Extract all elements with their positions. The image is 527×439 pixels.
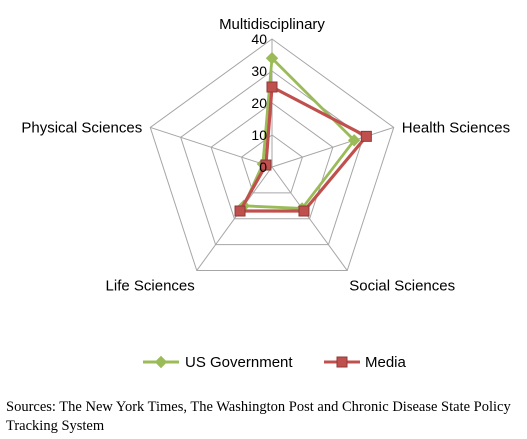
grid-spoke-1	[271, 126, 394, 168]
tick-label-40: 40	[251, 31, 267, 47]
point-media-3	[234, 205, 246, 217]
radial-ticks: 0 10 20 30 40	[251, 31, 267, 175]
tick-label-10: 10	[251, 127, 267, 143]
legend-item-media: Media	[324, 354, 407, 371]
category-labels: Multidisciplinary Health Sciences Social S…	[21, 16, 510, 295]
category-label-social-sciences: Social Sciences	[349, 278, 455, 295]
category-label-life-sciences: Life Sciences	[106, 278, 195, 295]
grid-spoke-2	[271, 166, 348, 271]
source-note: Sources: The New York Times, The Washing…	[6, 399, 511, 434]
radar-series	[234, 51, 372, 217]
legend-marker-media	[336, 356, 348, 368]
grid-spoke-4	[150, 126, 273, 168]
series-line-media	[238, 85, 368, 213]
point-media-4	[260, 159, 272, 171]
legend-label-us-government: US Government	[185, 354, 293, 371]
legend-item-us-government: US Government	[143, 354, 293, 371]
point-us-government-1	[347, 134, 361, 147]
radar-chart: 0 10 20 30 40 Multidisciplinary Health Scienc…	[21, 16, 510, 371]
chart-legend: US Government Media	[143, 354, 407, 371]
legend-label-media: Media	[365, 354, 407, 371]
tick-label-30: 30	[251, 63, 267, 79]
grid-ring-4	[149, 38, 395, 272]
grid-spoke-3	[196, 166, 273, 271]
series-line-us-government	[242, 56, 356, 210]
category-label-multidisciplinary: Multidisciplinary	[219, 16, 325, 33]
series-media	[234, 81, 372, 217]
grid-ring-2	[210, 102, 334, 220]
legend-marker-us-government	[154, 355, 168, 369]
point-us-government-0	[265, 51, 279, 65]
grid-ring-1	[240, 134, 304, 194]
point-media-1	[360, 130, 372, 142]
tick-label-20: 20	[251, 95, 267, 111]
point-media-2	[298, 205, 310, 217]
category-label-physical-sciences: Physical Sciences	[21, 119, 142, 136]
point-media-0	[266, 81, 278, 93]
category-label-health-sciences: Health Sciences	[402, 119, 510, 136]
tick-label-0: 0	[259, 159, 267, 175]
